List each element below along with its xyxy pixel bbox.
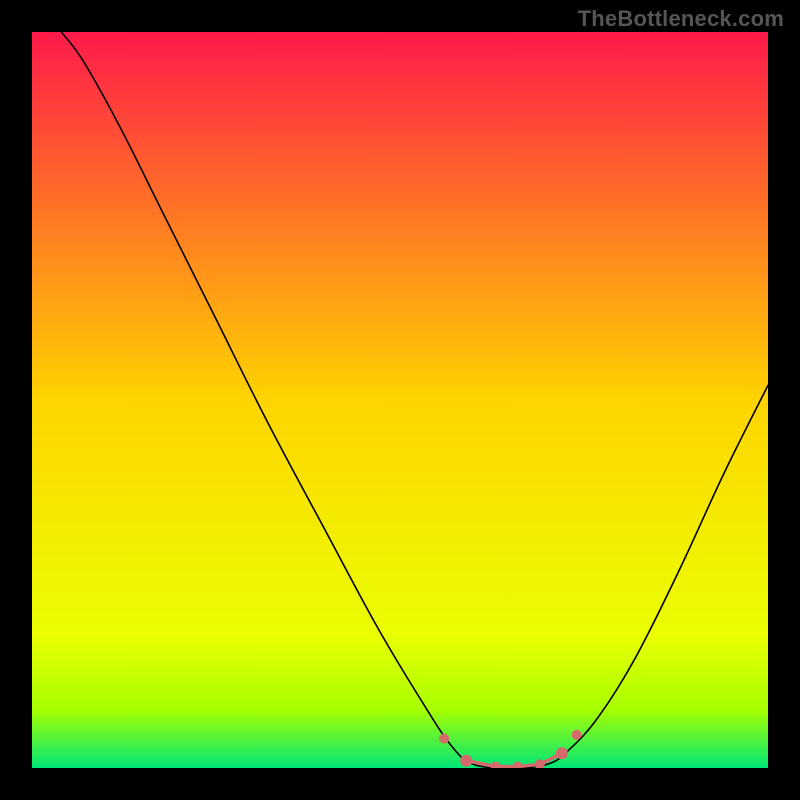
curve-marker xyxy=(439,734,449,744)
plot-svg xyxy=(32,32,768,768)
gradient-background xyxy=(32,32,768,768)
watermark-text: TheBottleneck.com xyxy=(578,6,784,32)
curve-marker xyxy=(572,730,582,740)
plot-area xyxy=(32,32,768,768)
curve-marker xyxy=(460,755,472,767)
chart-frame: TheBottleneck.com xyxy=(0,0,800,800)
curve-marker xyxy=(556,747,568,759)
